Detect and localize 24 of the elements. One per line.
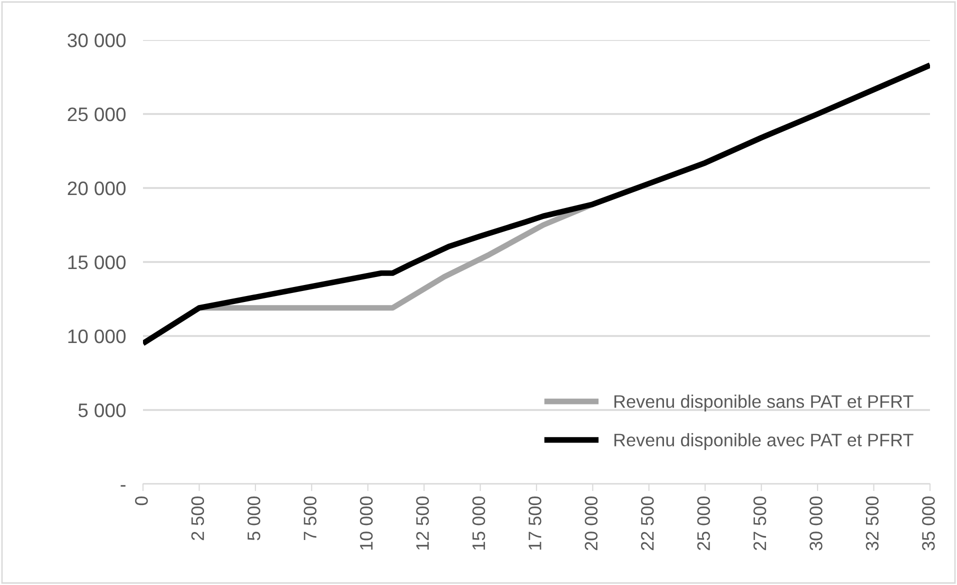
legend-label: Revenu disponible avec PAT et PFRT (614, 433, 914, 450)
x-tick-label: 22 500 (640, 496, 654, 550)
x-tick-label: 10 000 (360, 496, 373, 550)
y-tick-label: 25 000 (68, 107, 126, 122)
x-tick-label: 5 000 (247, 496, 260, 540)
x-tick-label: 7 500 (304, 496, 316, 540)
y-tick-label: - (120, 485, 126, 487)
x-tick-label: 12 500 (416, 496, 429, 550)
x-tick-label: 32 500 (866, 496, 879, 550)
x-tick-label: 17 500 (528, 496, 542, 550)
y-tick-label: 15 000 (68, 255, 126, 270)
x-tick-label: 25 000 (697, 496, 710, 550)
legend-label: Revenu disponible sans PAT et PFRT (614, 394, 914, 412)
y-tick-label: 30 000 (68, 33, 126, 48)
x-tick-label: 15 000 (472, 496, 486, 550)
x-tick-label: 27 500 (753, 496, 766, 550)
x-tick-label: 2 500 (191, 496, 204, 540)
y-tick-label: 10 000 (68, 329, 126, 344)
x-tick-label: 20 000 (584, 496, 598, 550)
y-tick-label: 20 000 (68, 181, 126, 196)
x-tick-label: 30 000 (810, 496, 822, 550)
y-tick-label: 5 000 (78, 403, 126, 418)
x-tick-label: 35 000 (922, 496, 935, 550)
x-tick-label: 0 (135, 496, 148, 506)
